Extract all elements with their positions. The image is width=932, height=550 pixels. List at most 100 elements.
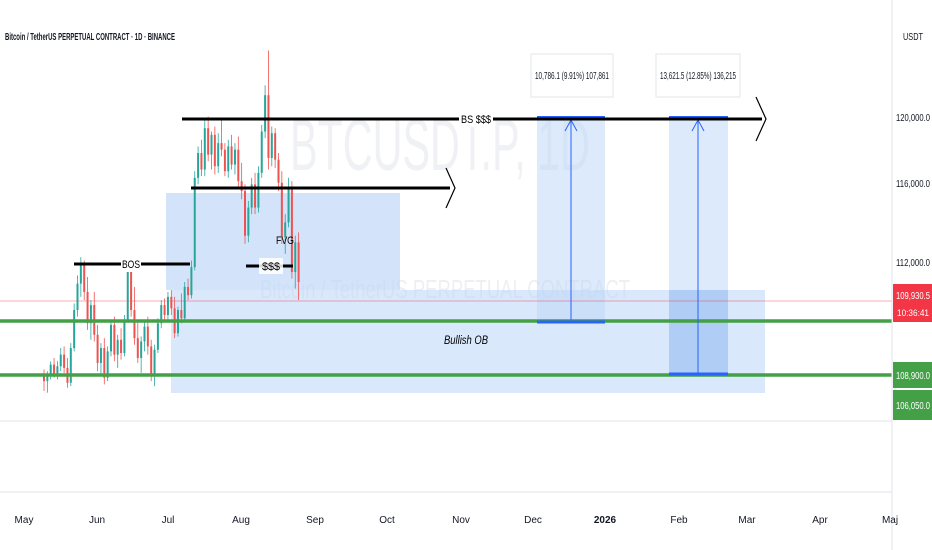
sss-label: $$$ [262, 261, 280, 273]
countdown-badge [893, 304, 932, 322]
candle-body [284, 222, 287, 238]
candle-body [103, 348, 106, 378]
y-tick-label: 112,000.0 [896, 258, 930, 269]
candle-body [116, 339, 119, 355]
candle-body [237, 149, 240, 182]
x-tick-label: Aug [232, 515, 250, 526]
candle-body [170, 296, 173, 309]
bos-label-bg [121, 256, 141, 272]
candle-body [200, 153, 203, 170]
structure-line-arrowhead-icon [445, 167, 456, 209]
candle-body [203, 128, 206, 170]
x-tick-label: May [15, 515, 34, 526]
x-tick-label: Apr [812, 515, 828, 526]
x-tick-label: Maj [882, 515, 898, 526]
candle-body [160, 305, 163, 324]
candle-body [277, 159, 280, 183]
candle-body [133, 310, 136, 339]
candle-body [274, 133, 277, 160]
candle-body [126, 272, 129, 320]
candle-body [43, 376, 45, 382]
candle-body [76, 283, 79, 311]
candle-body [240, 181, 243, 192]
candle-body [140, 341, 143, 358]
sss-label-bg [259, 258, 283, 274]
measure-2-text: 13,621.5 (12.85%) 136,215 [660, 71, 736, 82]
price-axis[interactable] [893, 0, 932, 550]
candle-body [83, 265, 86, 292]
candle-body [223, 149, 226, 172]
candle-body [230, 146, 233, 165]
candle-body [193, 177, 196, 268]
candle-body [297, 242, 300, 282]
candle-body [233, 149, 236, 165]
ob-low-value: 106,050.0 [896, 401, 930, 412]
candle-body [63, 354, 66, 368]
candle-body [153, 349, 156, 377]
x-tick-label: 2026 [594, 515, 617, 526]
candle-body [46, 374, 49, 382]
candle-body [59, 354, 62, 367]
candle-body [264, 95, 267, 132]
x-tick-label: Feb [670, 515, 688, 526]
ob-level-value: 108,900.0 [896, 371, 930, 382]
candle-body [227, 146, 230, 172]
candle-body [163, 305, 166, 315]
candle-body [290, 187, 293, 273]
fvg-label: FVG [276, 235, 294, 247]
x-tick-label: Mar [738, 515, 756, 526]
x-tick-label: Jul [162, 515, 175, 526]
measure-2-callout: 13,621.5 (12.85%) 136,215 [655, 53, 741, 98]
candle-body [69, 348, 72, 383]
y-tick-label: 116,000.0 [896, 179, 930, 190]
candle-body [56, 366, 59, 375]
candle-body [136, 338, 139, 358]
candle-body [257, 172, 260, 208]
candle-body [150, 346, 153, 377]
candle-body [99, 348, 102, 363]
ob-low-badge [893, 390, 932, 420]
x-tick-label: Jun [89, 515, 105, 526]
candle-body [146, 326, 149, 347]
currency-label[interactable]: USDT [903, 32, 923, 43]
candle-body [220, 143, 223, 150]
x-tick-label: Nov [452, 515, 470, 526]
candle-body [280, 182, 283, 238]
last-price-value: 109,930.5 [896, 291, 930, 302]
candle-body [180, 310, 183, 319]
candle-body [247, 207, 250, 236]
candle-body [143, 326, 146, 342]
bullish-ob-label: Bullish OB [444, 333, 488, 347]
measure-1-callout: 10,786.1 (9.91%) 107,861 [530, 53, 614, 98]
candle-body [110, 324, 112, 352]
candle-body [287, 187, 290, 223]
candle-body [166, 296, 169, 315]
candle-body [89, 305, 92, 324]
candle-body [190, 267, 193, 296]
candle-body [244, 191, 246, 236]
bs-label-bg [459, 111, 493, 127]
measure-1-text: 10,786.1 (9.91%) 107,861 [535, 71, 609, 82]
candle-body [113, 324, 116, 355]
candle-body [130, 272, 133, 311]
chart-title: Bitcoin / TetherUS PERPETUAL CONTRACT · … [5, 32, 175, 43]
candle-body [187, 286, 190, 296]
last-price-badge [893, 284, 932, 304]
candle-body [73, 310, 76, 349]
time-axis[interactable]: May Jun Jul Aug Sep Oct Nov Dec 2026 Feb Mar Apr Maj [15, 515, 899, 526]
y-tick-label: 120,000.0 [896, 113, 930, 124]
candles-group [43, 50, 300, 393]
x-tick-label: Dec [524, 515, 542, 526]
candle-body [254, 184, 257, 208]
candle-body [123, 319, 126, 354]
candle-body [96, 334, 99, 363]
candle-body [217, 143, 220, 167]
candle-body [207, 128, 210, 155]
bos-label: BOS [122, 259, 140, 271]
candle-body [267, 95, 270, 158]
candle-body [53, 364, 56, 375]
candle-body [197, 153, 200, 178]
bs-line-arrowhead-icon [755, 96, 767, 142]
candle-body [213, 134, 216, 167]
